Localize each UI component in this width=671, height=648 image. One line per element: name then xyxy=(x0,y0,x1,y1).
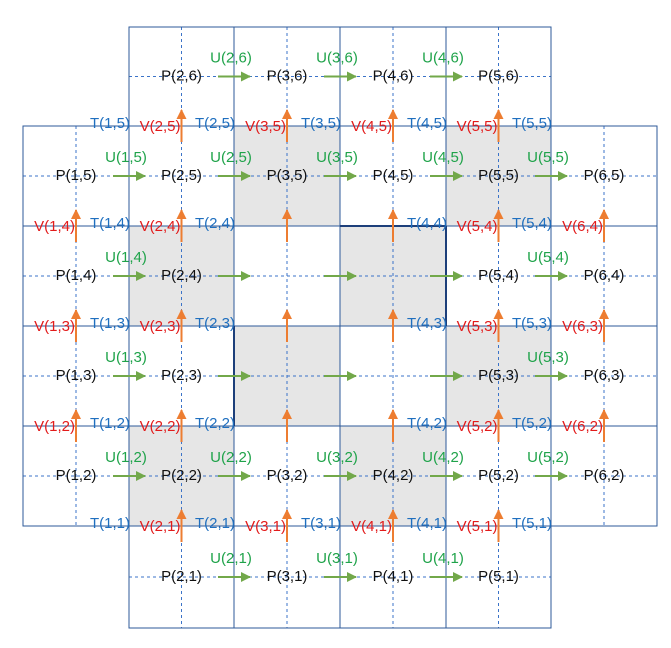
node-labels-layer: P(2,6) P(3,6) P(4,6) P(5,6) P(1,5) P(2,5) P(3,… xyxy=(34,49,624,585)
v-velocity-label: V(5,2) xyxy=(457,418,498,435)
t-node-label: T(4,3) xyxy=(407,315,447,332)
v-velocity-label: V(3,1) xyxy=(245,518,286,535)
v-velocity-label: V(1,3) xyxy=(34,318,75,335)
pressure-node-label: P(3,2) xyxy=(267,467,308,484)
t-node-label: T(3,1) xyxy=(301,515,341,532)
u-velocity-label: U(2,2) xyxy=(210,449,252,466)
v-velocity-label: V(5,4) xyxy=(457,218,498,235)
u-velocity-label: U(4,1) xyxy=(422,550,464,567)
v-velocity-label: V(2,3) xyxy=(140,318,181,335)
u-velocity-label: U(2,1) xyxy=(210,550,252,567)
v-velocity-label: V(6,2) xyxy=(562,418,603,435)
velocity-arrows-layer xyxy=(71,71,609,582)
pressure-node-label: P(3,1) xyxy=(267,568,308,585)
t-node-label: T(2,4) xyxy=(195,215,235,232)
v-velocity-label: V(6,4) xyxy=(562,218,603,235)
pressure-node-label: P(3,5) xyxy=(267,167,308,184)
pressure-node-label: P(1,2) xyxy=(56,467,97,484)
u-velocity-label: U(5,3) xyxy=(527,349,569,366)
u-velocity-label: U(3,6) xyxy=(316,49,358,66)
pressure-node-label: P(1,3) xyxy=(56,367,97,384)
u-velocity-label: U(3,2) xyxy=(316,449,358,466)
u-velocity-label: U(3,5) xyxy=(316,149,358,166)
t-node-label: T(4,5) xyxy=(407,115,447,132)
u-velocity-label: U(2,5) xyxy=(210,149,252,166)
pressure-node-label: P(6,4) xyxy=(584,267,625,284)
pressure-node-label: P(5,2) xyxy=(478,467,519,484)
v-velocity-label: V(1,2) xyxy=(34,418,75,435)
pressure-node-label: P(2,5) xyxy=(161,167,202,184)
pressure-node-label: P(6,5) xyxy=(584,167,625,184)
u-velocity-label: U(3,1) xyxy=(316,550,358,567)
pressure-node-label: P(2,2) xyxy=(161,467,202,484)
pressure-node-label: P(5,5) xyxy=(478,167,519,184)
t-node-label: T(5,5) xyxy=(512,115,552,132)
t-node-label: T(4,2) xyxy=(407,415,447,432)
t-node-label: T(2,2) xyxy=(195,415,235,432)
v-velocity-label: V(3,5) xyxy=(245,118,286,135)
pressure-node-label: P(5,1) xyxy=(478,568,519,585)
v-velocity-label: V(5,3) xyxy=(457,318,498,335)
pressure-node-label: P(4,1) xyxy=(373,568,414,585)
t-node-label: T(1,2) xyxy=(90,415,130,432)
v-velocity-label: V(5,1) xyxy=(457,518,498,535)
u-velocity-label: U(4,6) xyxy=(422,49,464,66)
u-velocity-label: U(1,5) xyxy=(105,149,147,166)
t-node-label: T(5,2) xyxy=(512,415,552,432)
t-node-label: T(1,4) xyxy=(90,215,130,232)
pressure-node-label: P(5,4) xyxy=(478,267,519,284)
v-velocity-label: V(2,5) xyxy=(140,118,181,135)
pressure-node-label: P(1,4) xyxy=(56,267,97,284)
u-velocity-label: U(1,2) xyxy=(105,449,147,466)
u-velocity-label: U(5,5) xyxy=(527,149,569,166)
t-node-label: T(2,5) xyxy=(195,115,235,132)
t-node-label: T(1,3) xyxy=(90,315,130,332)
pressure-node-label: P(3,6) xyxy=(267,67,308,84)
v-velocity-label: V(5,5) xyxy=(457,118,498,135)
pressure-node-label: P(6,2) xyxy=(584,467,625,484)
u-velocity-label: U(5,2) xyxy=(527,449,569,466)
t-node-label: T(5,1) xyxy=(512,515,552,532)
t-node-label: T(4,4) xyxy=(407,215,447,232)
pressure-node-label: P(4,5) xyxy=(373,167,414,184)
u-velocity-label: U(4,2) xyxy=(422,449,464,466)
pressure-node-label: P(2,1) xyxy=(161,568,202,585)
v-velocity-label: V(2,2) xyxy=(140,418,181,435)
pressure-node-label: P(1,5) xyxy=(56,167,97,184)
t-node-label: T(4,1) xyxy=(407,515,447,532)
v-velocity-label: V(2,4) xyxy=(140,218,181,235)
t-node-label: T(1,5) xyxy=(90,115,130,132)
v-velocity-label: V(6,3) xyxy=(562,318,603,335)
pressure-node-label: P(4,6) xyxy=(373,67,414,84)
v-velocity-label: V(2,1) xyxy=(140,518,181,535)
u-velocity-label: U(1,3) xyxy=(105,349,147,366)
u-velocity-label: U(4,5) xyxy=(422,149,464,166)
v-velocity-label: V(1,4) xyxy=(34,218,75,235)
t-node-label: T(2,3) xyxy=(195,315,235,332)
pressure-node-label: P(2,3) xyxy=(161,367,202,384)
t-node-label: T(5,3) xyxy=(512,315,552,332)
t-node-label: T(2,1) xyxy=(195,515,235,532)
t-node-label: T(3,5) xyxy=(301,115,341,132)
pressure-node-label: P(2,4) xyxy=(161,267,202,284)
t-node-label: T(5,4) xyxy=(512,215,552,232)
pressure-node-label: P(2,6) xyxy=(161,67,202,84)
pressure-node-label: P(6,3) xyxy=(584,367,625,384)
u-velocity-label: U(5,4) xyxy=(527,249,569,266)
pressure-node-label: P(5,3) xyxy=(478,367,519,384)
v-velocity-label: V(4,1) xyxy=(351,518,392,535)
v-velocity-label: V(4,5) xyxy=(351,118,392,135)
pressure-node-label: P(4,2) xyxy=(373,467,414,484)
t-node-label: T(1,1) xyxy=(90,515,130,532)
pressure-node-label: P(5,6) xyxy=(478,67,519,84)
u-velocity-label: U(1,4) xyxy=(105,249,147,266)
u-velocity-label: U(2,6) xyxy=(210,49,252,66)
